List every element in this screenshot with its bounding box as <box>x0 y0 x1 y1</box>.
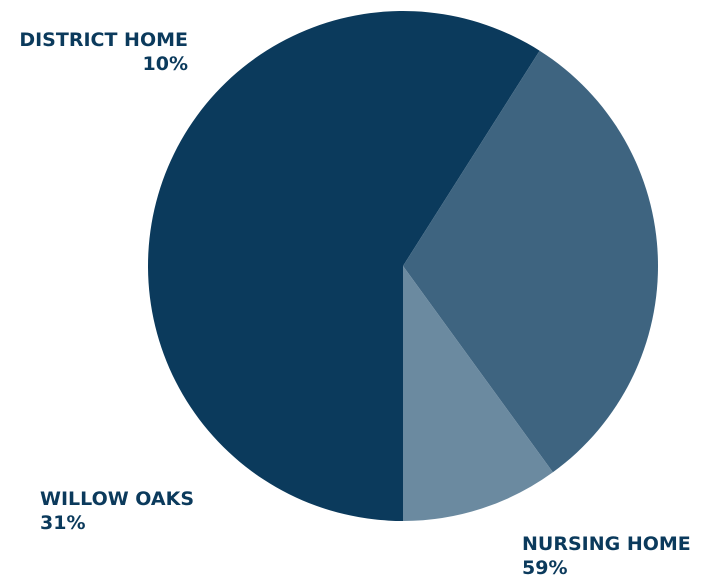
slice-nursing-home <box>148 10 540 521</box>
slice-district-home <box>403 266 553 521</box>
slice-willow-oaks <box>403 50 658 473</box>
slice-label-value: 31% <box>40 512 86 534</box>
slice-label-value: 59% <box>522 557 568 579</box>
slice-label-name: DISTRICT HOME <box>19 29 188 51</box>
slice-label-name: NURSING HOME <box>522 533 691 555</box>
slice-label-willow-oaks: WILLOW OAKS 31% <box>40 487 194 535</box>
slice-label-district-home: DISTRICT HOME 10% <box>19 28 188 76</box>
slice-label-name: WILLOW OAKS <box>40 488 195 510</box>
slice-label-value: 10% <box>142 53 188 75</box>
slice-label-nursing-home: NURSING HOME 59% <box>522 532 691 580</box>
